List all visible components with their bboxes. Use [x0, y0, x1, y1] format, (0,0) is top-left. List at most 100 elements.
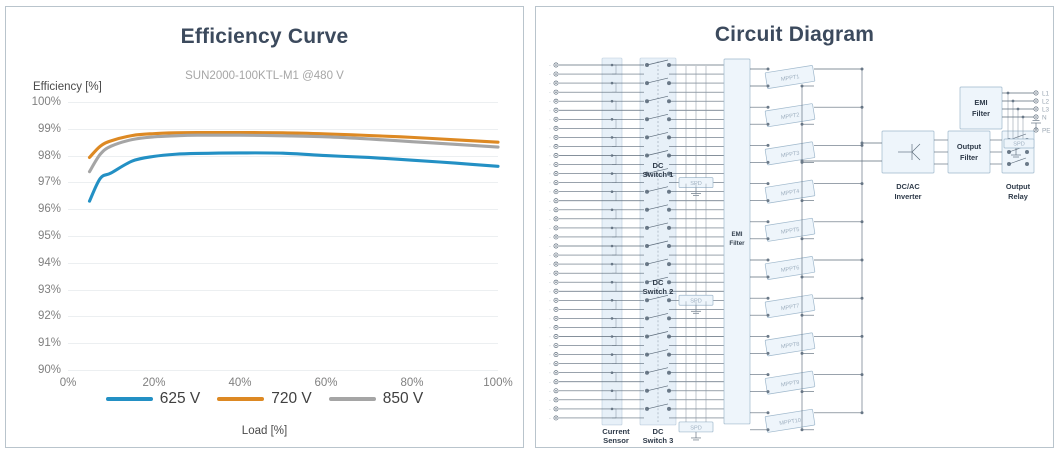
- input-terminal-mark: ·: [549, 379, 551, 386]
- current-sensor-caption: Current Sensor: [586, 427, 646, 446]
- input-terminal-mark: ·: [549, 288, 551, 295]
- grid-line: [68, 236, 498, 237]
- mppt-block-9: MPPT9: [764, 370, 816, 395]
- grid-line: [68, 128, 498, 130]
- ac-spd-label: SPD: [1013, 142, 1025, 148]
- input-terminal-dot: [555, 371, 557, 374]
- mppt-node: [766, 334, 770, 338]
- mppt-node: [766, 67, 770, 71]
- efficiency-curve-panel: Efficiency Curve SUN2000-100KTL-M1 @480 …: [5, 6, 524, 448]
- input-terminal-dot: [555, 408, 557, 410]
- switch-blade: [646, 403, 669, 410]
- x-axis-tick-label: 20%: [142, 377, 166, 389]
- circuit-diagram-panel: Circuit Diagram · · · · · · · · · · · · · · · · · · · · · · · ·…: [535, 6, 1054, 448]
- ac-terminal-label-l3: L3: [1042, 106, 1050, 113]
- output-emi-filter-label-line1: EMI: [974, 98, 987, 107]
- switch-blade: [646, 385, 669, 392]
- y-axis-tick-label: 91%: [37, 337, 61, 350]
- x-axis-tick-label: 100%: [483, 377, 513, 389]
- dc-switch-3-caption: DC Switch 3: [628, 427, 688, 446]
- switch-blade: [646, 95, 669, 102]
- mppt-block-3: MPPT3: [764, 141, 816, 166]
- legend-item[interactable]: 625 V: [105, 390, 201, 408]
- input-terminal-mark: ·: [549, 89, 551, 96]
- input-terminal-dot: [555, 353, 557, 356]
- switch-blade: [646, 313, 669, 319]
- input-terminal-mark: ·: [549, 98, 551, 105]
- dc-switch-2-caption-line: Switch 2: [642, 287, 674, 297]
- ac-tap-l1: [1006, 91, 1010, 95]
- input-terminal-dot: [555, 362, 557, 365]
- relay-blade: [1008, 157, 1027, 165]
- switch-blade: [646, 168, 669, 174]
- input-terminal-mark: ·: [549, 234, 551, 241]
- ac-tap-l3: [1016, 107, 1020, 111]
- dc-switch-3-caption-line: Switch 3: [642, 436, 674, 446]
- current-sensor-caption-line: Sensor: [603, 436, 629, 446]
- mppt-node: [766, 275, 770, 279]
- input-terminal-dot: [555, 227, 557, 229]
- ac-terminal-dot-l1: [1035, 92, 1037, 94]
- mppt-node: [766, 351, 770, 355]
- dcac-inverter-label-line2: Inverter: [894, 192, 921, 201]
- input-terminal-mark: ·: [549, 397, 551, 404]
- grid-line: [68, 262, 498, 264]
- legend-item[interactable]: 850 V: [328, 390, 423, 408]
- mppt-block-2: MPPT2: [764, 103, 816, 128]
- input-terminal-mark: ·: [549, 171, 551, 178]
- input-terminal-mark: ·: [549, 252, 551, 259]
- switch-blade: [646, 349, 669, 355]
- x-axis-title: Load [%]: [241, 425, 288, 437]
- switch-blade: [646, 204, 669, 211]
- input-terminal-dot: [555, 82, 557, 84]
- svg-text:MPPT5: MPPT5: [781, 227, 800, 236]
- input-terminal-dot: [555, 199, 557, 202]
- dc-switch-2-caption-line: DC: [652, 278, 664, 287]
- input-terminal-dot: [555, 109, 557, 112]
- input-terminal-mark: ·: [549, 189, 551, 196]
- input-terminal-dot: [555, 100, 557, 102]
- chart-line-720-v: [87, 130, 500, 160]
- bus-node: [800, 159, 804, 163]
- dc-switch-3-caption-line: DC: [652, 427, 664, 436]
- y-axis-tick-label: 99%: [37, 122, 61, 135]
- mppt-block-4: MPPT4: [764, 179, 816, 204]
- switch-blade: [646, 132, 669, 138]
- input-terminal-dot: [555, 127, 557, 130]
- relay-contact-right: [1025, 162, 1029, 166]
- svg-text:MPPT8: MPPT8: [781, 342, 800, 351]
- chart-legend: 625 V 720 V 850 V: [6, 390, 523, 408]
- ac-tap-l2: [1011, 99, 1015, 103]
- input-terminal-mark: ·: [549, 80, 551, 87]
- legend-swatch: [328, 397, 376, 401]
- legend-label: 720 V: [271, 390, 312, 407]
- mppt-node: [766, 313, 770, 317]
- input-terminal-mark: ·: [549, 306, 551, 313]
- mppt-node: [766, 411, 770, 415]
- mppt-node: [766, 428, 770, 432]
- circuit-diagram-figure: · · · · · · · · · · · · · · · · · · · · · · · · · · · · · · · · · · · · · · · ·…: [544, 51, 1047, 445]
- relay-contact-right: [1025, 150, 1029, 154]
- bus-node: [860, 141, 864, 145]
- ac-tap-n: [1021, 115, 1025, 119]
- input-terminal-dot: [555, 91, 557, 93]
- x-axis-tick-label: 0%: [59, 377, 77, 389]
- legend-item[interactable]: 720 V: [217, 390, 312, 408]
- legend-label: 625 V: [159, 390, 201, 407]
- inverter-glyph-2: [911, 143, 921, 153]
- spd-label-3: SPD: [690, 425, 702, 431]
- input-terminal-mark: ·: [549, 343, 551, 350]
- input-terminal-mark: ·: [549, 415, 551, 422]
- y-axis-tick-label: 100%: [31, 96, 61, 108]
- mppt-node: [766, 220, 770, 224]
- input-terminal-dot: [555, 290, 557, 293]
- dcac-inverter-label-line1: DC/AC: [896, 182, 920, 191]
- input-terminal-dot: [555, 335, 557, 338]
- mppt-node: [766, 390, 770, 394]
- switch-blade: [646, 150, 669, 156]
- output-relay-label-line2: Relay: [1008, 192, 1029, 201]
- grid-line: [68, 155, 498, 157]
- input-terminal-mark: ·: [549, 198, 551, 205]
- dc-switch-1-caption-line: DC: [652, 161, 664, 170]
- grid-line: [68, 102, 498, 103]
